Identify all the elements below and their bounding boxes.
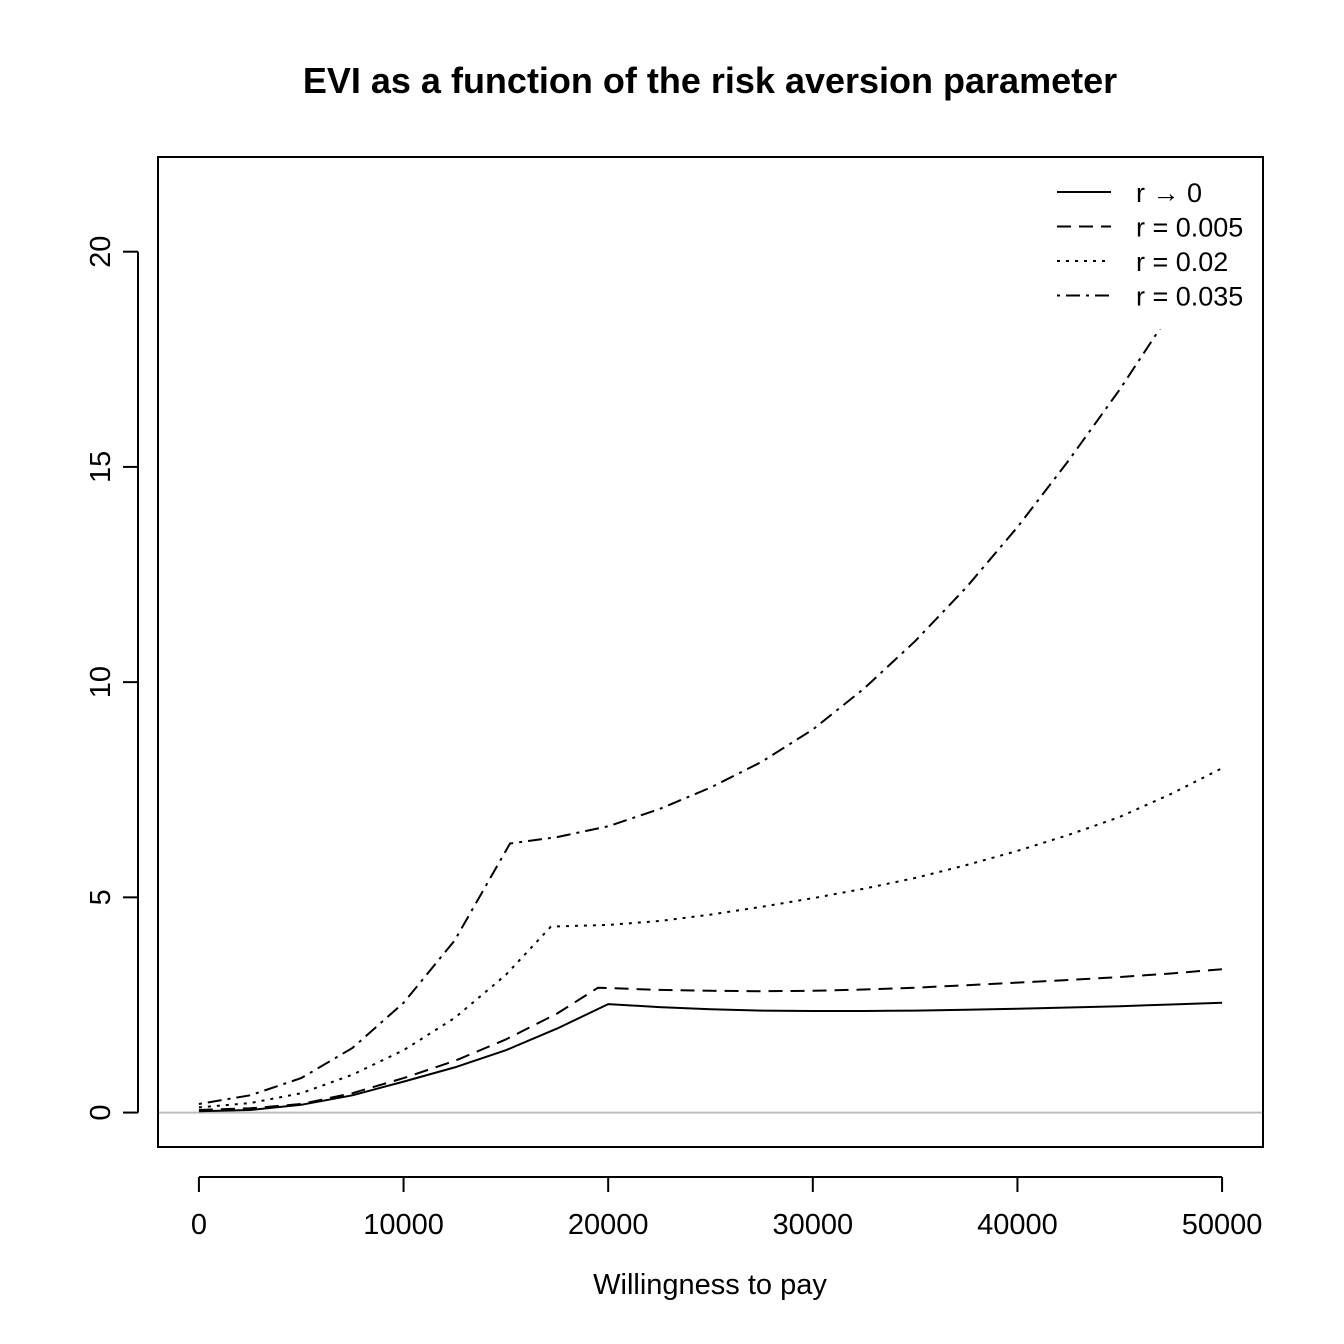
x-axis: 0 10000 20000 30000 40000 50000: [191, 1176, 1263, 1241]
y-tick-label: 20: [85, 236, 117, 268]
series-line-4: [198, 229, 1223, 1105]
x-tick-label: 50000: [1182, 1209, 1263, 1241]
x-tick-label: 40000: [977, 1209, 1058, 1241]
chart-title: EVI as a function of the risk aversion p…: [303, 60, 1117, 101]
plot-frame: [157, 156, 1264, 1148]
x-tick-label: 30000: [772, 1209, 853, 1241]
legend-label-2: r = 0.005: [1136, 213, 1243, 243]
x-axis-label: Willingness to pay: [593, 1269, 827, 1301]
series-layer: [198, 229, 1223, 1113]
series-line-2: [198, 968, 1223, 1111]
x-tick-label: 10000: [363, 1209, 444, 1241]
y-tick-label: 10: [85, 666, 117, 698]
legend-label-1: r → 0: [1136, 178, 1202, 208]
legend-background: [1032, 157, 1263, 329]
series-line-1: [198, 1001, 1223, 1113]
y-tick-label: 5: [85, 889, 117, 905]
y-axis: 0 5 10 15 20: [85, 236, 139, 1121]
y-tick-label: 15: [85, 451, 117, 483]
x-tick-label: 20000: [568, 1209, 649, 1241]
series-line-3: [198, 767, 1223, 1109]
x-tick-label: 0: [191, 1209, 207, 1241]
y-tick-label: 0: [85, 1104, 117, 1120]
legend-label-3: r = 0.02: [1136, 247, 1228, 277]
legend: r → 0 r = 0.005 r = 0.02 r = 0.035: [1032, 157, 1263, 329]
legend-label-4: r = 0.035: [1136, 282, 1243, 312]
